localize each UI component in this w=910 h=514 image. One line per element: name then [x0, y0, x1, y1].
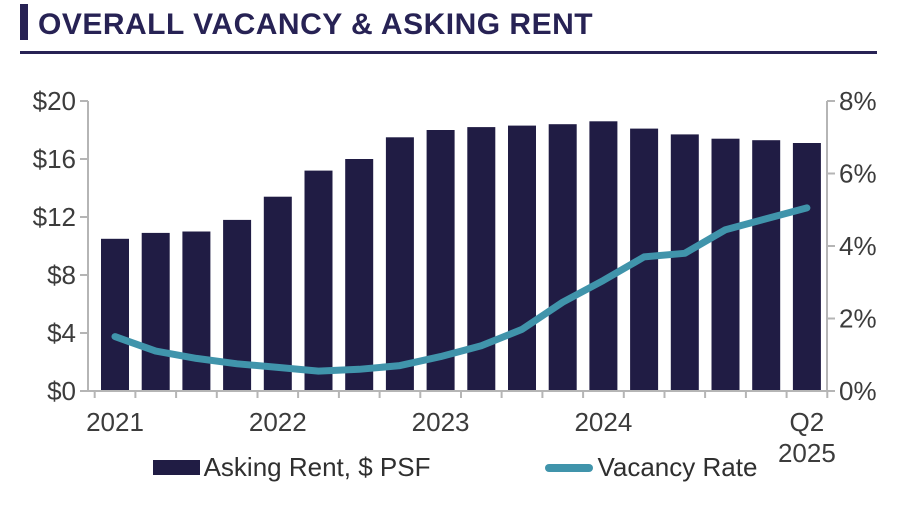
bar-2022-Q4 — [385, 137, 414, 392]
x-axis-label: 2021 — [86, 407, 144, 437]
bar-2024-Q3 — [670, 134, 699, 391]
x-axis-label: 2022 — [249, 407, 307, 437]
left-axis-tick-label: $20 — [33, 86, 76, 116]
bar-2021-Q1 — [101, 238, 129, 392]
legend-item-asking-rent: Asking Rent, $ PSF — [152, 452, 431, 483]
left-axis-tick-label: $16 — [33, 144, 76, 174]
x-axis-label: 2025 — [778, 438, 836, 468]
bar-2021-Q2 — [141, 232, 170, 391]
legend-label-asking-rent: Asking Rent, $ PSF — [203, 452, 431, 482]
left-axis-tick-label: $8 — [47, 260, 76, 290]
bar-2022-Q2 — [304, 170, 333, 391]
bar-2023-Q3 — [508, 125, 536, 391]
x-axis-label: Q2 — [790, 407, 825, 437]
right-axis-tick-label: 2% — [839, 304, 877, 334]
bar-2025-Q1 — [752, 140, 781, 391]
bar-2022-Q1 — [263, 196, 292, 391]
title-divider — [20, 51, 877, 54]
left-axis-tick-label: $4 — [47, 318, 76, 348]
left-axis-tick-label: $0 — [47, 376, 76, 406]
bar-2023-Q1 — [426, 130, 455, 391]
legend-label-vacancy-rate: Vacancy Rate — [597, 452, 758, 482]
bar-2023-Q4 — [548, 124, 577, 391]
bar-2024-Q4 — [711, 138, 740, 391]
right-axis-tick-label: 6% — [839, 159, 877, 189]
bar-2024-Q1 — [589, 121, 618, 392]
page-title: OVERALL VACANCY & ASKING RENT — [38, 8, 594, 41]
title-accent-bar — [20, 4, 28, 40]
vacancy-rate-swatch — [545, 463, 594, 472]
bar-2021-Q3 — [182, 231, 211, 391]
left-axis-tick-label: $12 — [33, 202, 76, 232]
right-axis-tick-label: 4% — [839, 231, 877, 261]
x-axis-label: 2023 — [412, 407, 470, 437]
right-axis-tick-label: 0% — [839, 376, 877, 406]
bar-2025-Q2 — [792, 143, 821, 391]
x-axis-label: 2024 — [574, 407, 632, 437]
asking-rent-swatch — [152, 460, 200, 475]
chart-legend: Asking Rent, $ PSF Vacancy Rate — [0, 452, 910, 483]
vacancy-rate-line — [111, 204, 811, 375]
right-axis-tick-label: 8% — [839, 86, 877, 116]
bar-2022-Q3 — [345, 159, 374, 391]
legend-item-vacancy-rate: Vacancy Rate — [545, 452, 757, 483]
